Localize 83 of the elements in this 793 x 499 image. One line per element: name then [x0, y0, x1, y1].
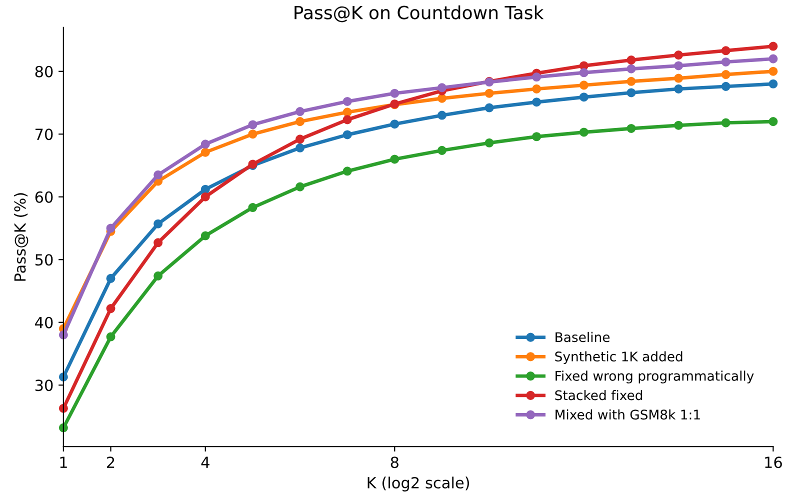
point	[721, 57, 730, 66]
point	[532, 98, 542, 107]
legend-label: Mixed with GSM8k 1:1	[556, 409, 700, 420]
point	[437, 94, 446, 103]
point	[721, 46, 730, 56]
point	[342, 130, 352, 140]
point	[390, 120, 400, 129]
point	[248, 203, 258, 212]
point	[296, 134, 305, 144]
point	[768, 42, 778, 51]
point	[106, 332, 116, 342]
chart-title: Pass@K on Countdown Task	[294, 5, 544, 22]
point	[390, 154, 400, 164]
y-tick-label: 80	[35, 66, 53, 78]
point	[200, 184, 210, 194]
point	[626, 76, 636, 86]
y-tick-label: 30	[35, 380, 53, 392]
y-tick-label: 60	[35, 191, 53, 203]
point	[579, 80, 588, 90]
point	[626, 124, 636, 133]
point	[342, 108, 352, 117]
point	[532, 84, 542, 94]
point	[626, 64, 636, 74]
point	[768, 79, 778, 88]
point	[674, 120, 684, 130]
point	[437, 83, 446, 92]
point	[106, 304, 116, 314]
x-tick-label: 8	[390, 456, 398, 468]
point	[721, 82, 730, 91]
point	[532, 72, 542, 82]
point	[296, 117, 305, 126]
point	[484, 103, 494, 112]
x-tick-label: 16	[765, 456, 782, 468]
y-tick-label: 70	[36, 128, 53, 140]
point	[721, 70, 730, 80]
point	[579, 128, 588, 137]
point	[248, 120, 258, 130]
point	[154, 238, 163, 248]
point	[342, 96, 352, 106]
point	[674, 61, 684, 70]
point	[200, 140, 210, 149]
x-axis-title: K (log2 scale)	[368, 476, 470, 492]
point	[154, 170, 163, 180]
x-tick-label: 4	[201, 456, 210, 468]
point	[342, 166, 352, 176]
x-tick-label: 2	[107, 456, 114, 468]
point	[154, 271, 163, 280]
legend-label: Fixed wrong programmatically	[556, 370, 754, 384]
legend-label: Baseline	[556, 332, 610, 342]
point	[484, 138, 494, 148]
point	[768, 54, 778, 64]
point	[768, 117, 778, 126]
point	[626, 88, 636, 98]
point	[200, 231, 210, 240]
point	[579, 68, 588, 78]
point	[674, 84, 684, 94]
point	[342, 115, 352, 124]
point	[579, 92, 588, 102]
point	[390, 88, 400, 98]
point	[626, 56, 636, 65]
point	[296, 107, 305, 116]
y-axis-title: Pass@K (%)	[14, 193, 28, 281]
point	[532, 132, 542, 142]
point	[721, 118, 730, 128]
point	[484, 88, 494, 98]
point	[200, 192, 210, 202]
point	[106, 224, 116, 233]
legend-label: Synthetic 1K added	[555, 351, 682, 364]
x-tick-label: 1	[60, 456, 67, 468]
legend-label: Stacked fixed	[555, 390, 642, 400]
point	[437, 110, 446, 120]
point	[674, 74, 684, 83]
point	[248, 130, 258, 139]
point	[768, 66, 778, 76]
point	[154, 219, 163, 228]
point	[674, 50, 684, 60]
point	[200, 148, 210, 157]
y-tick-label: 40	[35, 316, 53, 328]
point	[296, 182, 305, 192]
y-tick-label: 50	[35, 254, 53, 266]
point	[106, 274, 116, 283]
point	[296, 143, 305, 152]
point	[437, 146, 446, 155]
